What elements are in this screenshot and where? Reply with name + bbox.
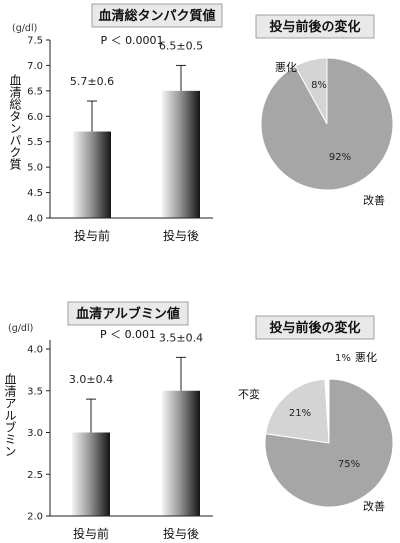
protein-bar <box>73 131 111 218</box>
pie2-slice <box>264 378 394 508</box>
protein-y-tick-label: 5.5 <box>27 137 43 148</box>
protein-y-tick-label: 4.0 <box>27 214 43 225</box>
albumin-category-label: 投与前 <box>73 526 109 541</box>
protein-y-axis-label: 血清総タンパク質 <box>8 74 22 171</box>
protein-data-label: 6.5±0.5 <box>159 39 203 52</box>
albumin-chart-title-box <box>67 301 189 326</box>
pie1-title-box <box>255 14 375 39</box>
pie1-value-label: 8% <box>311 80 327 91</box>
protein-y-tick-label: 6.0 <box>27 112 43 123</box>
protein-y-tick-label: 7.0 <box>27 61 43 72</box>
protein-y-tick-label: 6.5 <box>27 86 43 97</box>
albumin-axes <box>49 340 213 517</box>
protein-y-tick-label: 5.0 <box>27 163 43 174</box>
pie2-slice-label: 改善 <box>363 499 385 513</box>
pie1-slice <box>260 57 394 191</box>
protein-y-tick-label: 7.5 <box>27 36 43 47</box>
pie2-title-box <box>255 315 375 340</box>
albumin-y-tick-label: 2.5 <box>27 470 43 481</box>
albumin-category-label: 投与後 <box>163 526 199 541</box>
albumin-data-label: 3.5±0.4 <box>159 331 203 344</box>
protein-change-pie-chart: 投与前後の変化 8% 92% 悪化 改善 <box>255 14 394 207</box>
albumin-data-label: 3.0±0.4 <box>69 373 113 386</box>
pie2-title: 投与前後の変化 <box>269 320 360 336</box>
protein-unit-label: (g/dl) <box>12 23 37 34</box>
pie2-slice-label: 不変 <box>238 387 260 401</box>
pie1-slice-label: 悪化 <box>275 60 297 74</box>
pie1-value-label: 92% <box>329 152 351 163</box>
albumin-bar <box>72 432 110 516</box>
pie2-value-label: 21% <box>289 408 311 419</box>
protein-y-tick-label: 4.5 <box>27 188 43 199</box>
protein-bar <box>162 90 200 218</box>
albumin-bar <box>162 390 200 516</box>
protein-category-label: 投与前 <box>74 228 110 243</box>
protein-bar-chart: 血清総タンパク質値 (g/dl) P ＜ 0.0001 血清総タンパク質 4.0… <box>8 3 223 243</box>
protein-axes <box>49 40 213 219</box>
pie2-value-label: 75% <box>338 459 360 470</box>
albumin-y-tick-label: 3.5 <box>27 386 43 397</box>
pie2-value-label: 1% <box>335 353 351 364</box>
albumin-y-tick-label: 2.0 <box>27 512 43 523</box>
albumin-change-pie-chart: 投与前後の変化 21% 75% 1% 悪化 不変 改善 <box>238 315 394 513</box>
albumin-y-axis-label: 血清アルブミン <box>3 373 17 457</box>
albumin-chart-title: 血清アルブミン値 <box>76 306 180 322</box>
protein-chart-title-box <box>91 3 223 28</box>
pie2-slice-label: 悪化 <box>355 350 377 364</box>
albumin-pvalue: P ＜ 0.001 <box>100 328 156 341</box>
protein-category-label: 投与後 <box>163 228 199 243</box>
pie2-slice <box>265 378 330 444</box>
pie1-slice-label: 改善 <box>363 193 385 207</box>
protein-chart-title: 血清総タンパク質値 <box>98 8 215 24</box>
pie1-title: 投与前後の変化 <box>269 19 360 35</box>
albumin-y-tick-label: 3.0 <box>27 428 43 439</box>
albumin-unit-label: (g/dl) <box>8 323 33 334</box>
protein-data-label: 5.7±0.6 <box>70 75 114 88</box>
protein-pvalue: P ＜ 0.0001 <box>100 34 163 47</box>
albumin-bar-chart: 血清アルブミン値 (g/dl) P ＜ 0.001 血清アルブミン 2.0 2.5… <box>3 301 213 541</box>
albumin-y-tick-label: 4.0 <box>27 345 43 356</box>
